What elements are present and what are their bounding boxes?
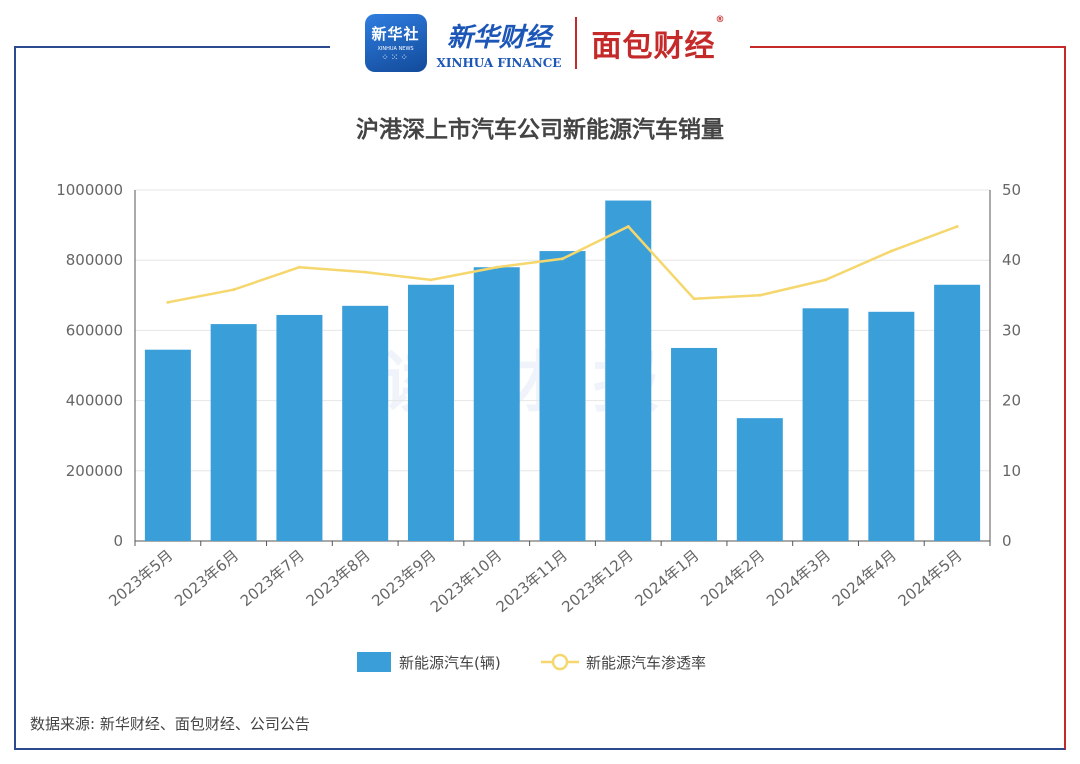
y-left-tick-label: 600000 <box>66 321 123 339</box>
bar <box>210 324 257 541</box>
line-point <box>758 293 762 297</box>
line-point <box>166 300 170 304</box>
bar <box>802 308 849 541</box>
y-right-tick-label: 20 <box>1002 392 1021 410</box>
xinhua-finance-cn: 新华财经 <box>446 22 551 53</box>
line-point <box>889 249 893 253</box>
bar <box>276 314 323 541</box>
xinhua-news-logo-cn: 新华社 <box>371 25 420 43</box>
registered-mark: ® <box>715 15 726 25</box>
line-point <box>561 257 564 261</box>
y-right-tick-label: 40 <box>1002 251 1021 269</box>
legend-line-label: 新能源汽车渗透率 <box>586 654 706 672</box>
xinhua-news-logo: 新华社 XINHUA NEWS ⁘⁙⁘ <box>364 14 427 72</box>
line-point <box>429 278 433 282</box>
line-point <box>232 288 236 292</box>
y-right-tick-label: 30 <box>1002 321 1021 339</box>
line-point <box>692 297 696 301</box>
bar <box>671 347 718 541</box>
x-tick-label: 2023年11月 <box>493 546 571 616</box>
y-left-tick-label: 400000 <box>66 392 123 410</box>
line-point <box>626 225 630 229</box>
mianbao-finance-text: 面包财经 <box>591 29 716 64</box>
bar <box>407 284 454 541</box>
header-logos: 新华社 XINHUA NEWS ⁘⁙⁘ 新华财经 XINHUA FINANCE … <box>330 8 750 78</box>
xinhua-finance-en: XINHUA FINANCE <box>436 55 562 70</box>
chart-title: 沪港深上市汽车公司新能源汽车销量 <box>356 117 724 143</box>
frame-left-border <box>14 46 542 750</box>
line-point <box>297 265 301 269</box>
y-left-tick-label: 800000 <box>66 251 123 269</box>
line-point <box>824 278 828 282</box>
bar <box>934 284 981 541</box>
mianbao-finance-logo: 面包财经 ® <box>591 15 724 65</box>
y-left-tick-label: 200000 <box>66 462 123 480</box>
legend-line-marker <box>551 653 569 671</box>
bar <box>473 267 520 541</box>
bar <box>342 305 389 541</box>
x-tick-label: 2024年3月 <box>763 546 834 610</box>
line-point <box>363 270 367 274</box>
x-tick-label: 2023年12月 <box>558 546 636 616</box>
y-left-tick-label: 1000000 <box>56 181 123 199</box>
line-point <box>955 225 959 229</box>
x-tick-label: 2023年10月 <box>427 546 505 616</box>
data-source-note: 数据来源: 新华财经、面包财经、公司公告 <box>30 715 310 733</box>
legend-bar-label: 新能源汽车(辆) <box>399 654 501 672</box>
x-tick-label: 2024年2月 <box>697 546 768 610</box>
bar <box>144 349 191 541</box>
bar <box>736 418 783 541</box>
y-left-tick-label: 0 <box>113 532 123 550</box>
xinhua-news-logo-en: XINHUA NEWS <box>377 46 414 52</box>
logo-divider <box>575 17 578 69</box>
x-tick-label: 2023年7月 <box>237 546 308 610</box>
y-right-tick-label: 10 <box>1002 462 1021 480</box>
x-tick-label: 2024年5月 <box>895 546 966 610</box>
legend-bar-swatch <box>357 652 391 672</box>
x-tick-label: 2023年6月 <box>171 546 242 610</box>
x-tick-label: 2023年8月 <box>303 546 374 610</box>
frame-right-border <box>540 46 1066 750</box>
network-dots-icon: ⁘⁙⁘ <box>381 53 410 63</box>
x-tick-label: 2023年5月 <box>105 546 176 610</box>
bar <box>605 200 652 541</box>
x-tick-label: 2024年4月 <box>829 546 900 610</box>
y-right-tick-label: 0 <box>1002 532 1012 550</box>
bar <box>868 311 915 541</box>
bar <box>539 251 586 541</box>
x-tick-label: 2024年1月 <box>632 546 703 610</box>
line-point <box>495 265 499 269</box>
y-right-tick-label: 50 <box>1002 181 1021 199</box>
xinhua-finance-logo: 新华财经 XINHUA FINANCE <box>437 17 562 70</box>
